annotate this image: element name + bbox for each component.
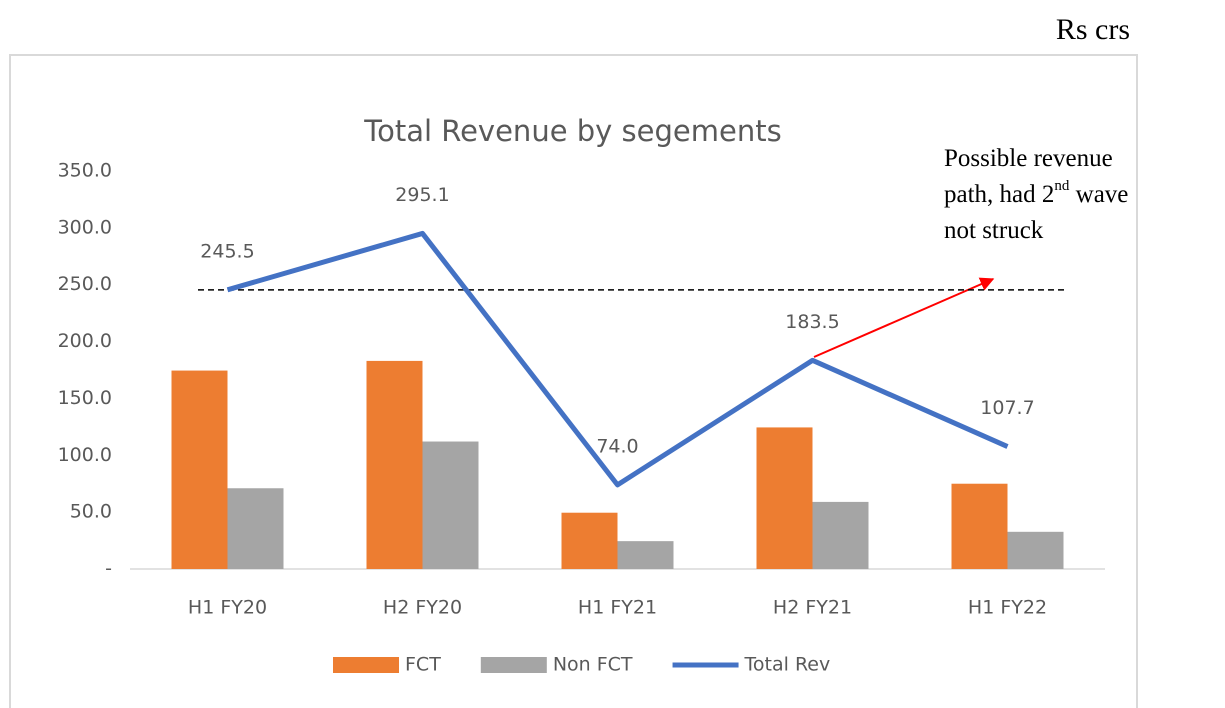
line: [226, 230, 1009, 488]
y-tick-label: 100.0: [58, 444, 112, 466]
annotation-line: not struck: [944, 217, 1044, 244]
x-tick-label: H1 FY22: [968, 597, 1047, 619]
bar: [756, 427, 813, 569]
y-tick-label: -: [105, 558, 112, 580]
data-label: 74.0: [596, 435, 638, 457]
chart-title: Total Revenue by segements: [363, 114, 781, 148]
bar: [171, 370, 228, 569]
legend-swatch: [480, 657, 547, 673]
bar: [366, 360, 423, 569]
x-tick-label: H1 FY21: [578, 597, 657, 619]
legend-swatch: [333, 657, 399, 673]
annotation-sup: nd: [1054, 178, 1070, 194]
y-tick-label: 250.0: [58, 273, 112, 295]
y-tick-label: 50.0: [70, 501, 112, 523]
bar: [422, 441, 479, 569]
x-tick-label: H2 FY21: [773, 597, 852, 619]
x-tick-label: H2 FY20: [383, 597, 462, 619]
annotation-line: wave: [1069, 181, 1128, 208]
bar: [812, 501, 869, 569]
annotation: Possible revenue path, had 2nd wave not st…: [944, 145, 1128, 244]
bar: [227, 488, 284, 569]
y-tick-label: 350.0: [58, 160, 112, 182]
bar: [1007, 531, 1064, 569]
data-label: 107.7: [980, 397, 1034, 419]
y-tick-label: 200.0: [58, 330, 112, 352]
annotation-arrow: [813, 277, 995, 358]
y-tick-label: 150.0: [58, 387, 112, 409]
bar: [561, 512, 618, 569]
annotation-line: Possible revenue: [944, 145, 1113, 172]
data-label: 245.5: [200, 240, 254, 262]
x-tick-label: H1 FY20: [188, 597, 267, 619]
bar: [617, 541, 674, 569]
legend-label: FCT: [405, 654, 441, 676]
data-label: 295.1: [395, 184, 449, 206]
unit-note: Rs crs: [1056, 13, 1130, 46]
legend-label: Non FCT: [553, 654, 633, 676]
annotation-line: path, had 2: [944, 181, 1054, 208]
data-label: 183.5: [785, 311, 839, 333]
y-tick-label: 300.0: [58, 216, 112, 238]
bar: [951, 483, 1008, 569]
legend-label: Total Rev: [744, 654, 831, 676]
